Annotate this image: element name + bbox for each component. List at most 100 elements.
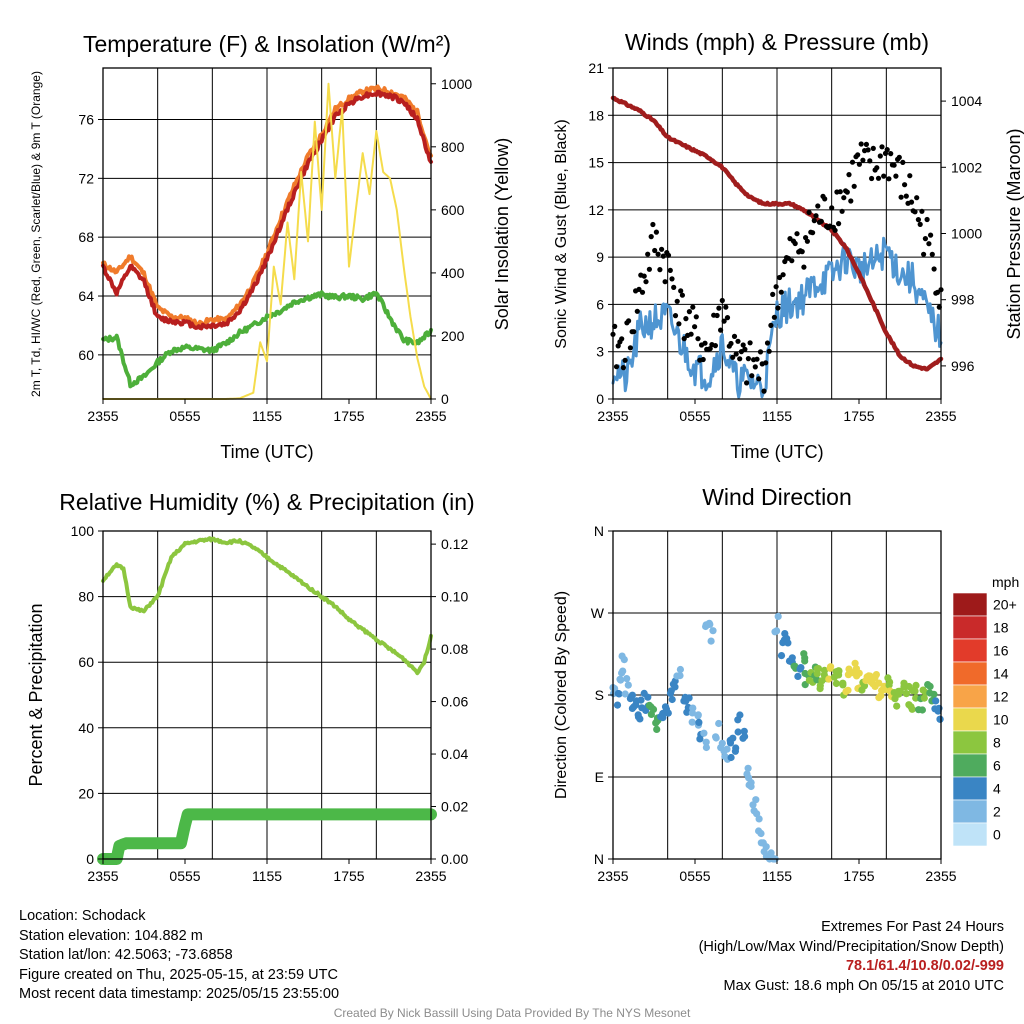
- wind-gust-point: [815, 203, 821, 209]
- legend-swatch: [952, 707, 988, 732]
- wind-gust-point: [836, 221, 842, 227]
- wind-gust-point: [777, 274, 783, 281]
- wind-gust-point: [686, 309, 693, 315]
- humidity-precipitation-chart: 2355 0555 1155 1755 23550204060801000.000.02…: [26, 489, 475, 884]
- wind-gust-point: [650, 221, 656, 228]
- wind-gust-point: [898, 194, 904, 200]
- temp-y2tick-label: 0: [441, 391, 449, 407]
- wind-gust-point: [693, 314, 699, 320]
- temp-xlabel: Time (UTC): [220, 442, 313, 462]
- wind-series-sonic-wind: [611, 236, 943, 399]
- dir-point: [729, 734, 737, 742]
- dir-point: [839, 679, 847, 687]
- wind-gust-point: [782, 258, 788, 265]
- dir-point: [872, 671, 881, 679]
- temp-title: Temperature (F) & Insolation (W/m²): [83, 31, 451, 57]
- wind-gust-point: [740, 342, 746, 348]
- wind-gust-point: [763, 360, 769, 366]
- wind-gust-point: [775, 305, 781, 311]
- wind-gust-point: [893, 173, 899, 179]
- wind-ytick-label: 3: [596, 344, 604, 360]
- wind-gust-point: [756, 376, 762, 382]
- wind-ytick-label: 12: [588, 202, 604, 218]
- dir-point: [851, 659, 859, 667]
- dir-ytick-label: E: [595, 769, 604, 785]
- dir-point: [628, 691, 637, 699]
- dir-point: [936, 715, 944, 723]
- dir-point: [676, 672, 684, 680]
- dir-point: [668, 695, 676, 704]
- wind-gust-point: [712, 343, 719, 349]
- wind-gust-point: [811, 218, 817, 224]
- wind-gust-point: [690, 304, 696, 310]
- wind-gust-point: [922, 236, 929, 242]
- dir-point: [926, 682, 934, 691]
- temp-ytick-label: 64: [78, 288, 94, 304]
- extremes-title: Extremes For Past 24 Hours: [821, 919, 1004, 935]
- wind-gust-point: [719, 297, 725, 304]
- wind-gust-point: [881, 173, 887, 179]
- legend-title: mph: [992, 574, 1019, 590]
- dir-point: [747, 782, 755, 791]
- wind-gust-point: [813, 213, 819, 219]
- rh-y2tick-label: 0.10: [441, 589, 468, 605]
- rh-xtick-label: 0555: [169, 868, 200, 884]
- wind-gust-point: [891, 162, 897, 168]
- temp-y2tick-label: 600: [441, 202, 465, 218]
- wind-y2tick-label: 1002: [951, 159, 982, 175]
- wind-gust-point: [700, 356, 706, 363]
- temp-ytick-label: 60: [78, 347, 94, 363]
- legend-swatch: [952, 684, 988, 709]
- dir-point: [760, 848, 768, 856]
- wind-y2tick-label: 1000: [951, 226, 982, 242]
- dir-point: [688, 718, 696, 726]
- dir-ytick-label: N: [594, 523, 604, 539]
- wind-gust-point: [626, 318, 632, 324]
- wind-gust-point: [867, 158, 873, 164]
- legend-swatch: [952, 615, 988, 640]
- dir-ytick-label: W: [591, 605, 605, 621]
- wind-gust-point: [865, 147, 871, 153]
- wind-gust-point: [643, 279, 649, 285]
- wind-gust-point: [674, 298, 680, 304]
- wind-gust-point: [657, 267, 663, 273]
- temp-y2tick-label: 1000: [441, 76, 472, 92]
- dir-point: [744, 764, 752, 772]
- legend-swatch: [952, 799, 988, 824]
- wind-ytick-label: 6: [596, 296, 604, 312]
- wind-gust-point: [900, 159, 906, 165]
- wind-gust-point: [771, 314, 778, 320]
- dir-point: [912, 681, 920, 690]
- wind-gust-point: [742, 346, 748, 352]
- legend-label: 6: [993, 758, 1001, 774]
- wind-gust-point: [641, 273, 647, 279]
- wind-gust-point: [778, 289, 784, 295]
- legend-swatch: [952, 661, 988, 686]
- dir-xtick-label: 2355: [925, 868, 956, 884]
- wind-gust-point: [723, 304, 729, 310]
- wind-gust-point: [747, 340, 753, 346]
- dir-point: [621, 690, 629, 698]
- wind-ytick-label: 0: [596, 391, 604, 407]
- wind-gust-point: [886, 176, 892, 182]
- station-latlon: Station lat/lon: 42.5063; -73.6858: [19, 947, 233, 963]
- dir-point: [717, 744, 725, 752]
- wind-title: Winds (mph) & Pressure (mb): [625, 29, 929, 55]
- dir-point: [723, 745, 731, 753]
- dir-xtick-label: 0555: [679, 868, 710, 884]
- wind-gust-point: [792, 240, 798, 247]
- wind-gust-point: [841, 195, 847, 201]
- station-info: Location: Schodack Station elevation: 10…: [19, 907, 339, 1005]
- wind-gust-point: [749, 373, 755, 379]
- wind-gust-point: [692, 324, 698, 330]
- wind-gust-point: [627, 345, 634, 351]
- wind-gust-point: [848, 198, 854, 204]
- rh-ytick-label: 80: [78, 589, 94, 605]
- dir-point: [732, 744, 740, 752]
- wind-y2label: Station Pressure (Maroon): [1004, 128, 1024, 339]
- dir-point: [894, 687, 903, 695]
- wind-gust-point: [924, 216, 930, 223]
- dir-point: [623, 675, 631, 683]
- wind-gust-point: [671, 284, 677, 290]
- legend-label: 18: [993, 620, 1009, 636]
